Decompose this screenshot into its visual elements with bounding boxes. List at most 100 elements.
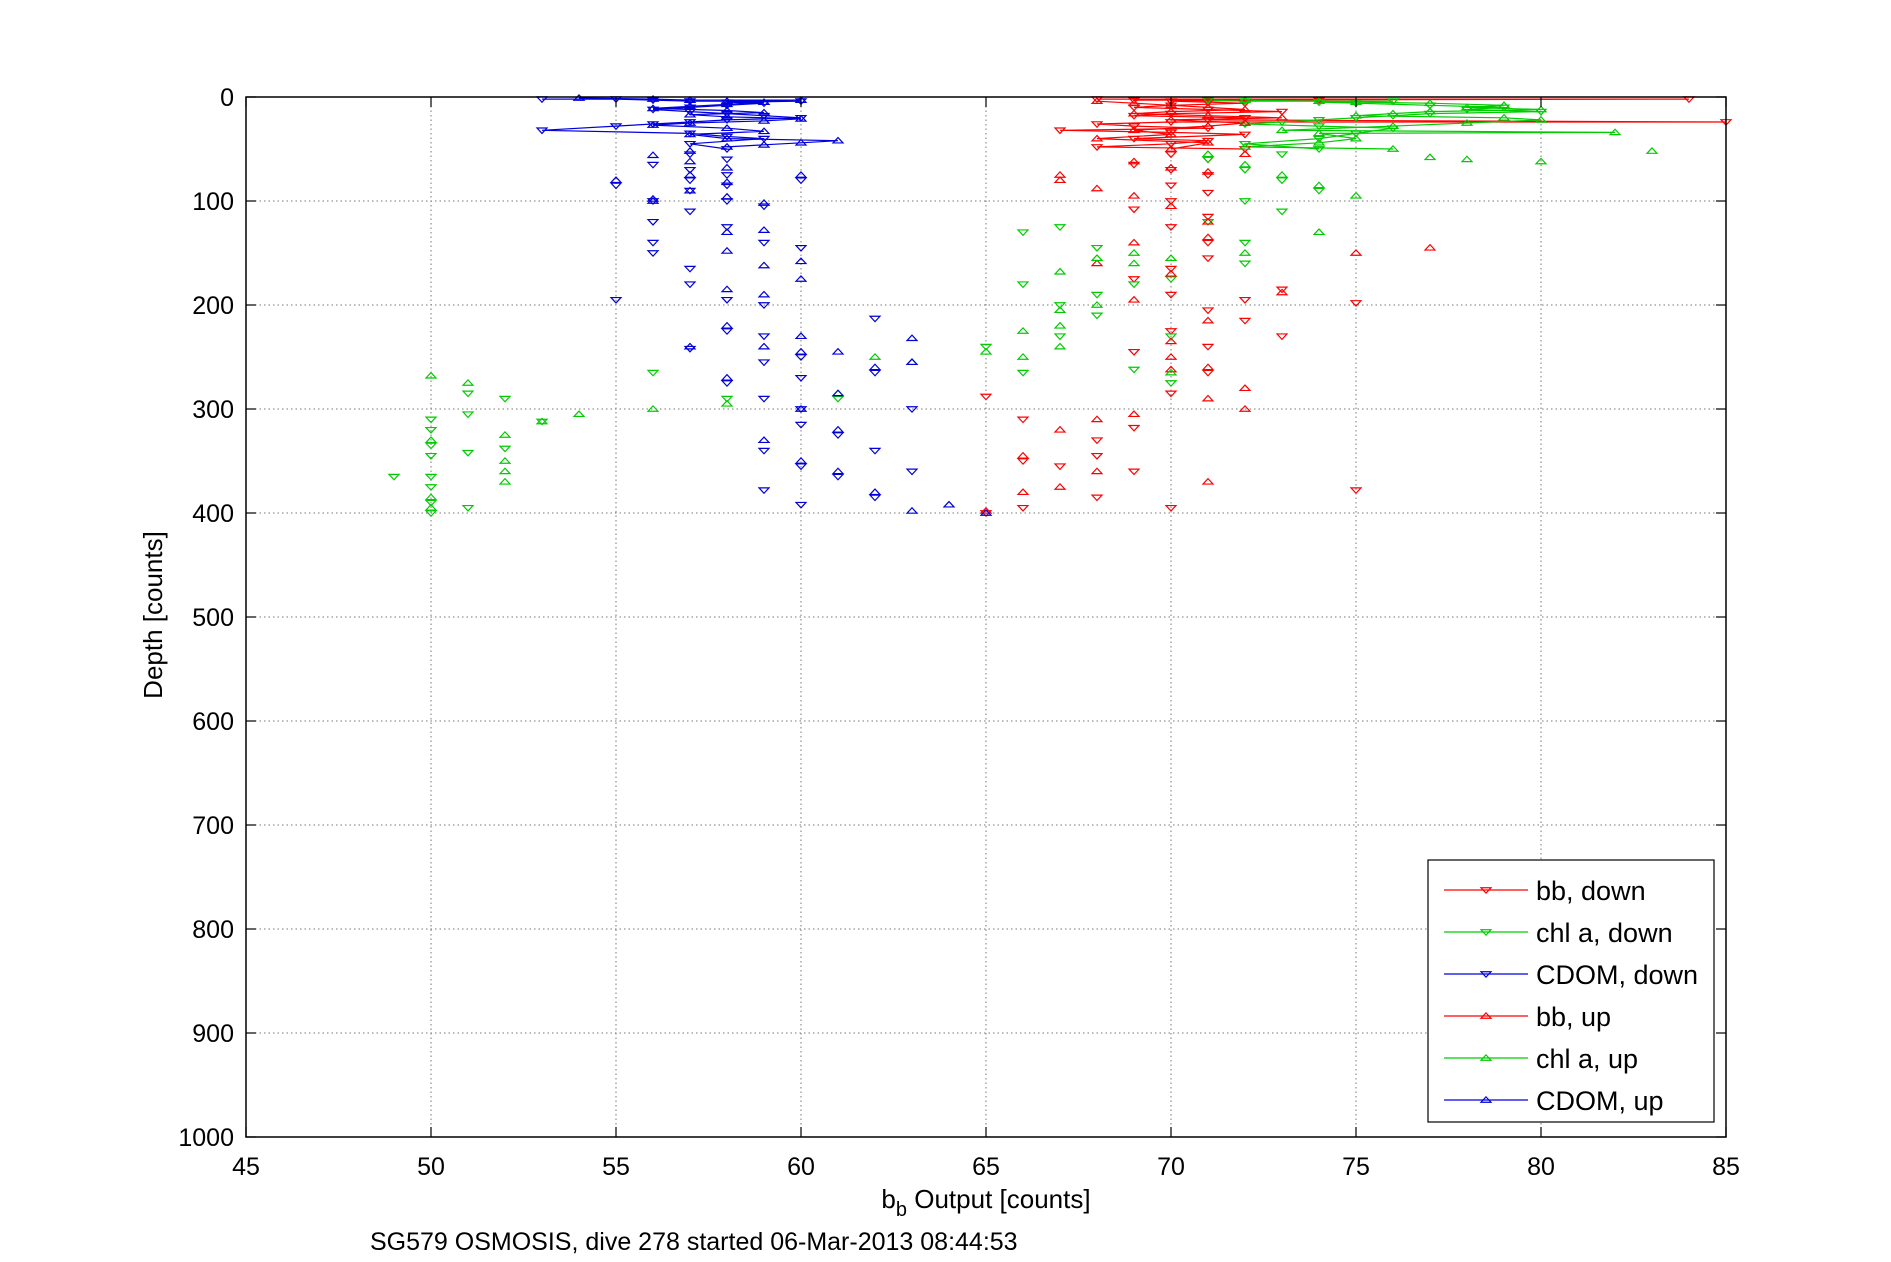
data-point xyxy=(424,484,438,492)
data-point xyxy=(831,389,845,397)
data-point xyxy=(720,172,734,180)
data-point xyxy=(1164,365,1178,373)
data-point xyxy=(720,142,734,150)
data-point xyxy=(757,342,771,350)
x-tick-label: 55 xyxy=(602,1153,630,1181)
data-point xyxy=(757,199,771,206)
data-point xyxy=(683,186,697,194)
y-axis-label: Depth [counts] xyxy=(138,531,168,699)
data-point xyxy=(979,506,993,514)
data-point xyxy=(757,127,771,135)
data-point xyxy=(1053,333,1067,341)
data-point xyxy=(757,98,771,106)
data-point xyxy=(868,352,882,360)
data-point xyxy=(1127,366,1141,374)
data-point xyxy=(683,342,697,350)
data-point xyxy=(1238,248,1252,256)
data-point xyxy=(720,182,734,190)
series-line xyxy=(1244,99,1616,150)
data-point xyxy=(794,406,808,414)
data-point xyxy=(1016,352,1030,360)
data-point xyxy=(1164,333,1178,341)
data-point xyxy=(1127,276,1141,284)
data-point xyxy=(424,493,438,501)
data-point xyxy=(1090,244,1104,252)
y-tick-label: 400 xyxy=(192,500,234,528)
data-point xyxy=(683,177,697,185)
data-point xyxy=(1090,254,1104,262)
data-point xyxy=(1275,286,1289,294)
data-point xyxy=(1201,233,1215,241)
data-point xyxy=(757,140,771,148)
series-line xyxy=(1096,100,1283,150)
data-point xyxy=(1164,352,1178,360)
data-point xyxy=(424,436,438,444)
data-point xyxy=(1608,128,1622,136)
data-point xyxy=(757,487,771,495)
data-point xyxy=(683,104,697,112)
data-point xyxy=(683,151,697,159)
data-point xyxy=(1423,153,1437,161)
data-point xyxy=(1201,369,1215,377)
data-point xyxy=(1164,163,1178,171)
data-point xyxy=(1534,105,1548,113)
y-tick-label: 0 xyxy=(220,84,234,112)
data-point xyxy=(1312,228,1326,236)
data-point xyxy=(1201,137,1215,145)
data-point xyxy=(720,124,734,132)
data-point xyxy=(868,363,882,371)
data-point xyxy=(720,321,734,329)
data-point xyxy=(1053,176,1067,184)
data-point xyxy=(720,296,734,304)
data-point xyxy=(1127,248,1141,256)
data-point xyxy=(1164,368,1178,376)
data-point xyxy=(424,499,438,507)
data-point xyxy=(646,196,660,204)
data-point xyxy=(1534,157,1548,165)
data-point xyxy=(720,112,734,120)
data-point xyxy=(979,347,993,355)
data-point xyxy=(683,166,697,174)
data-point xyxy=(757,436,771,444)
data-point xyxy=(1275,288,1289,296)
data-point xyxy=(683,157,697,165)
data-point xyxy=(794,374,808,382)
data-point xyxy=(424,473,438,481)
data-point xyxy=(1275,177,1289,185)
data-point xyxy=(1349,300,1363,307)
data-point xyxy=(572,410,586,418)
data-point xyxy=(646,97,660,105)
data-point xyxy=(831,347,845,355)
data-point xyxy=(1238,100,1252,108)
data-point xyxy=(979,508,993,516)
data-point xyxy=(1349,248,1363,256)
data-point xyxy=(1423,243,1437,251)
data-point xyxy=(461,411,475,419)
series-lines xyxy=(541,97,1727,150)
data-point xyxy=(1164,254,1178,262)
data-point xyxy=(1053,267,1067,275)
data-point xyxy=(1053,342,1067,350)
data-point xyxy=(1201,167,1215,175)
y-tick-label: 1000 xyxy=(178,1124,234,1152)
data-point xyxy=(757,290,771,298)
data-point xyxy=(1164,224,1178,232)
data-point xyxy=(1201,218,1215,226)
data-point xyxy=(794,404,808,412)
data-point xyxy=(757,239,771,247)
data-point xyxy=(1090,259,1104,267)
data-point xyxy=(1053,224,1067,232)
x-tick-label: 45 xyxy=(232,1153,260,1181)
data-point xyxy=(720,395,734,403)
data-point xyxy=(609,296,623,304)
data-point xyxy=(1275,170,1289,178)
data-point xyxy=(683,140,697,148)
data-point xyxy=(1201,316,1215,324)
axis-ticks xyxy=(245,96,1727,1138)
data-point xyxy=(1127,295,1141,303)
data-point xyxy=(1238,260,1252,268)
data-point xyxy=(1016,229,1030,237)
legend-marker xyxy=(1479,887,1493,895)
data-point xyxy=(794,463,808,471)
data-point xyxy=(720,117,734,124)
